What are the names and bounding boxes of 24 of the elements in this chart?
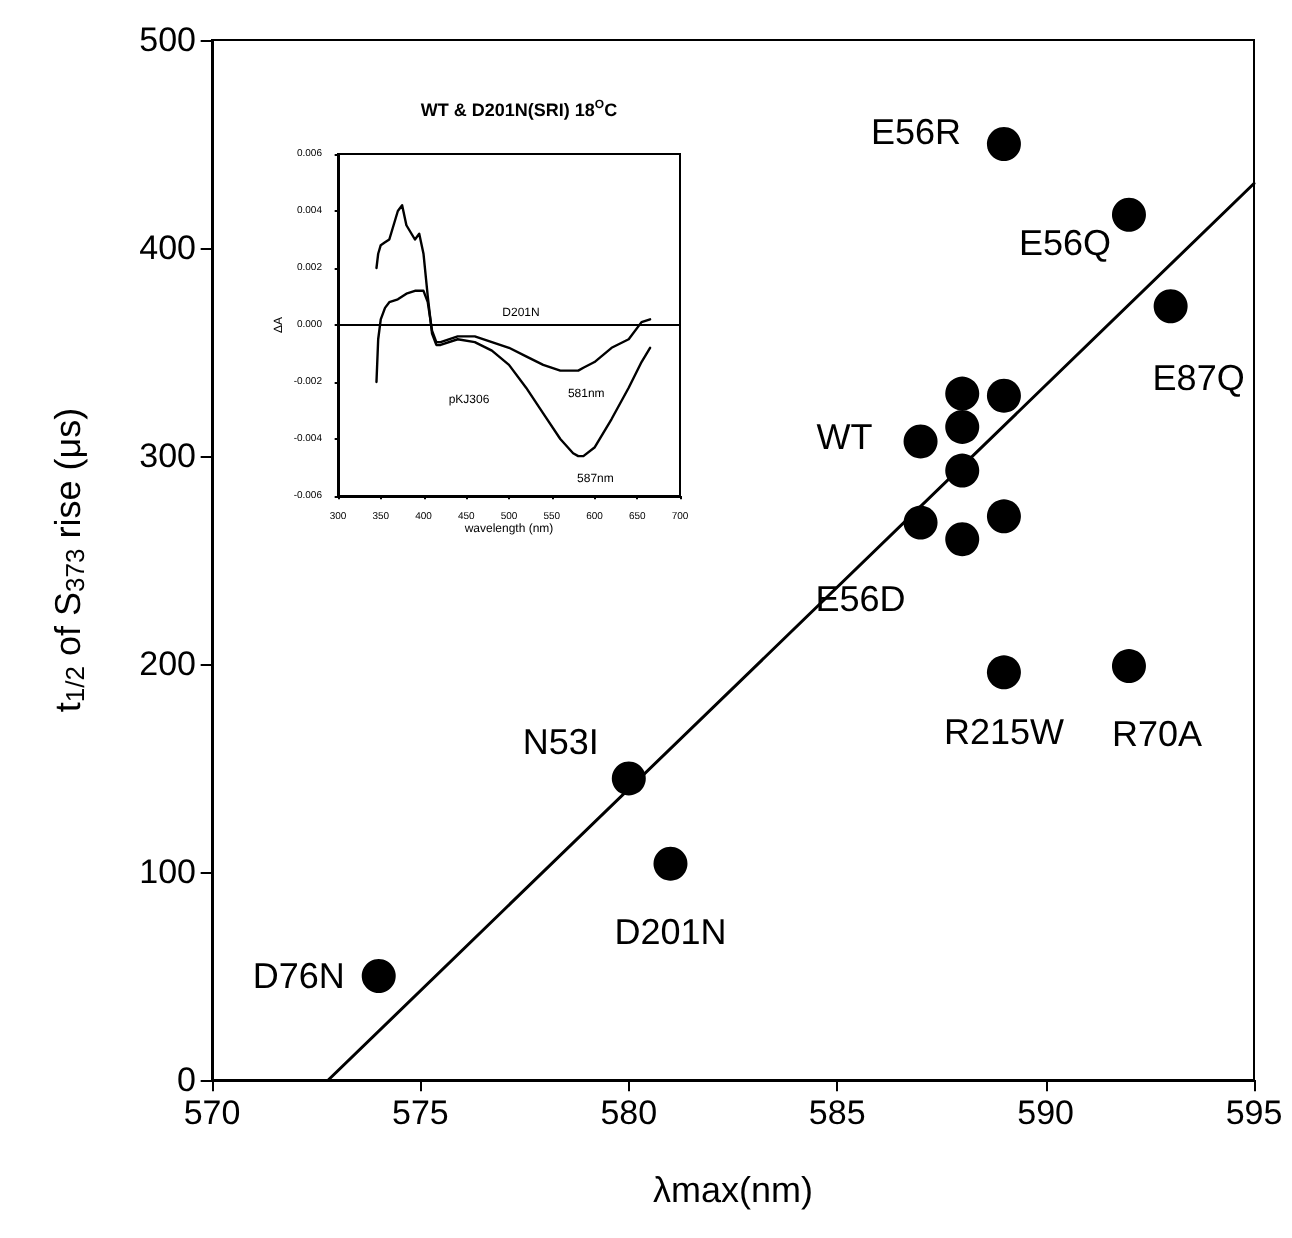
annotation: R215W: [943, 712, 1064, 753]
y-tick-label: 100: [139, 853, 196, 891]
x-tick-label: 575: [392, 1094, 449, 1132]
annotation: E87Q: [1152, 358, 1245, 399]
x-tick-label: 590: [1017, 1094, 1074, 1132]
y-tick-label: 0: [177, 1061, 196, 1099]
annotation: E56D: [815, 578, 906, 619]
y-tick-label: 300: [139, 437, 196, 475]
x-tick-label: 570: [183, 1094, 241, 1132]
y-tick-label: 500: [139, 21, 196, 59]
x-tick-label: 580: [600, 1094, 658, 1132]
annotation: D76N: [252, 956, 345, 996]
annotation: E56Q: [1018, 222, 1111, 263]
annotation: N53I: [522, 722, 599, 763]
x-tick-label: 585: [808, 1094, 866, 1132]
y-tick-label: 400: [139, 229, 196, 267]
annotation: WT: [816, 417, 873, 458]
x-tick-label: 595: [1225, 1094, 1283, 1132]
annotation: D201N: [614, 911, 727, 952]
y-tick-label: 200: [139, 645, 196, 683]
y-axis-title: t1/2 of S373 rise (μs): [47, 407, 90, 713]
annotation: E56R: [870, 112, 961, 152]
x-axis-title: λmax(nm): [653, 1170, 813, 1210]
annotation: R70A: [1111, 714, 1202, 755]
